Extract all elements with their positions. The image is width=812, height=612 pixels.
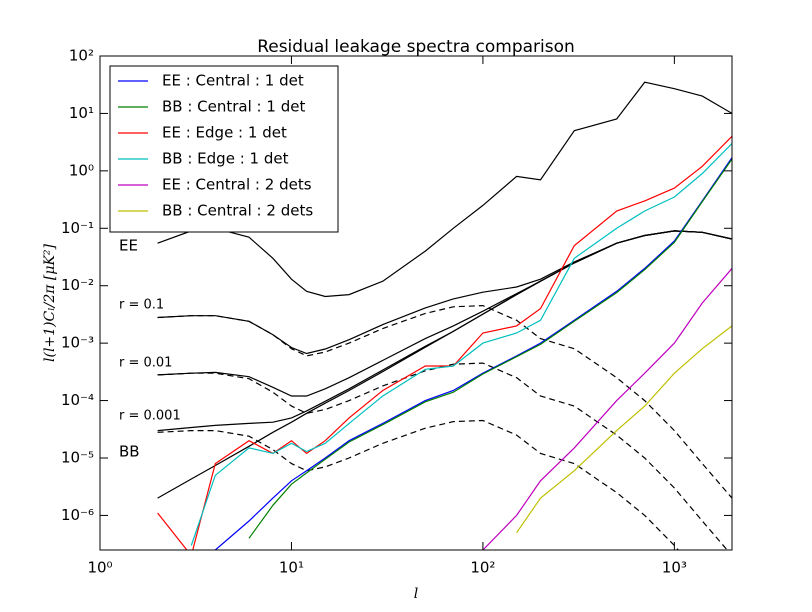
x-tick-label: 10² [470, 559, 495, 577]
series-line [248, 158, 732, 539]
series-line [157, 230, 732, 355]
series-line [482, 268, 732, 550]
x-axis-label: l [414, 586, 418, 602]
legend-box [109, 65, 339, 233]
series-line [190, 143, 732, 546]
y-tick-label: 10⁻⁶ [61, 506, 94, 524]
series-line [157, 304, 732, 499]
series-line [157, 230, 732, 499]
y-tick-label: 10⁻³ [61, 334, 94, 352]
annotation: r = 0.001 [119, 409, 181, 424]
series-line [157, 135, 732, 550]
legend-label: EE : Central : 1 det [162, 72, 304, 90]
legend-label: EE : Central : 2 dets [162, 176, 312, 194]
annotation: r = 0.01 [119, 356, 172, 371]
series-line [157, 230, 732, 432]
annotation: BB [119, 443, 140, 461]
series-line [516, 325, 732, 534]
annotation: EE [119, 237, 138, 255]
plot-frame [99, 55, 733, 551]
legend-label: EE : Edge : 1 det [162, 124, 287, 142]
legend-label: BB : Central : 2 dets [162, 202, 313, 220]
y-tick-label: 10⁻⁴ [61, 391, 94, 409]
y-tick-label: 10² [69, 47, 94, 65]
y-axis-label: l(l+1)Cₗ/2π [μK²] [42, 243, 58, 362]
chart-title: Residual leakage spectra comparison [257, 37, 575, 57]
y-tick-label: 10⁻² [61, 276, 94, 294]
annotation: r = 0.1 [119, 298, 164, 313]
legend-label: BB : Edge : 1 det [162, 150, 289, 168]
x-tick-label: 10³ [662, 559, 687, 577]
series-line [157, 419, 680, 550]
plot-area [157, 81, 732, 550]
y-tick-label: 10⁰ [69, 161, 94, 179]
series-line [157, 81, 732, 298]
y-tick-label: 10⁻⁵ [61, 448, 94, 466]
series-line [214, 157, 732, 550]
x-tick-label: 10⁰ [87, 559, 112, 577]
series-line [157, 362, 728, 550]
y-tick-label: 10¹ [69, 104, 94, 122]
x-tick-label: 10¹ [279, 559, 304, 577]
y-tick-label: 10⁻¹ [61, 219, 94, 237]
legend-label: BB : Central : 1 det [162, 98, 305, 116]
